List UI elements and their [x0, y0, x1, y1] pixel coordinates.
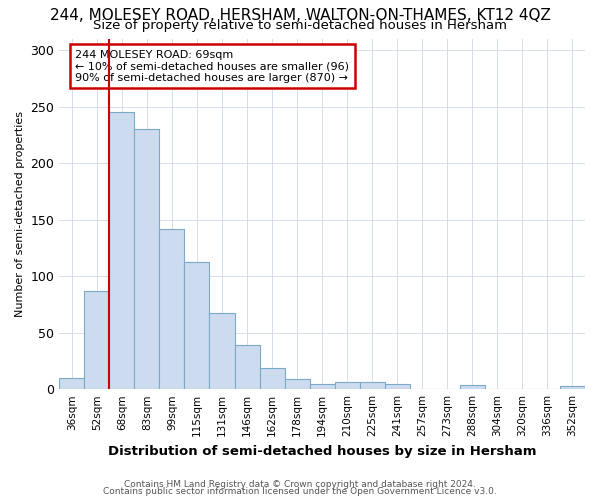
- Bar: [85, 291, 109, 389]
- Bar: [284, 379, 310, 389]
- Bar: [160, 229, 184, 389]
- Bar: [560, 386, 585, 389]
- Text: Contains public sector information licensed under the Open Government Licence v3: Contains public sector information licen…: [103, 488, 497, 496]
- Bar: [209, 314, 235, 389]
- X-axis label: Distribution of semi-detached houses by size in Hersham: Distribution of semi-detached houses by …: [108, 444, 536, 458]
- Bar: [235, 345, 260, 389]
- Bar: [260, 368, 284, 389]
- Text: Size of property relative to semi-detached houses in Hersham: Size of property relative to semi-detach…: [93, 18, 507, 32]
- Text: 244, MOLESEY ROAD, HERSHAM, WALTON-ON-THAMES, KT12 4QZ: 244, MOLESEY ROAD, HERSHAM, WALTON-ON-TH…: [50, 8, 550, 22]
- Bar: [184, 262, 209, 389]
- Bar: [385, 384, 410, 389]
- Bar: [359, 382, 385, 389]
- Y-axis label: Number of semi-detached properties: Number of semi-detached properties: [15, 111, 25, 317]
- Text: 244 MOLESEY ROAD: 69sqm
← 10% of semi-detached houses are smaller (96)
90% of se: 244 MOLESEY ROAD: 69sqm ← 10% of semi-de…: [75, 50, 349, 82]
- Bar: [134, 130, 160, 389]
- Text: Contains HM Land Registry data © Crown copyright and database right 2024.: Contains HM Land Registry data © Crown c…: [124, 480, 476, 489]
- Bar: [109, 112, 134, 389]
- Bar: [310, 384, 335, 389]
- Bar: [335, 382, 359, 389]
- Bar: [59, 378, 85, 389]
- Bar: [460, 384, 485, 389]
